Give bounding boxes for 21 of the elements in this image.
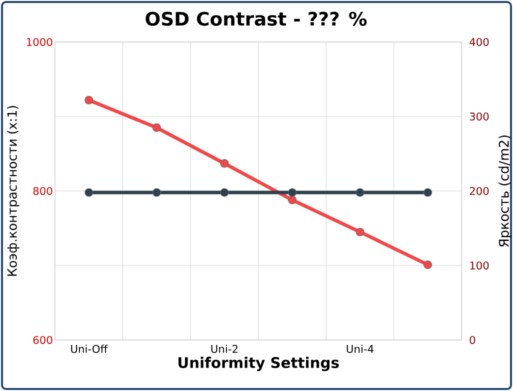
y2-tick-label: 200 (470, 186, 489, 196)
y-axis-title: Коэф.контрастности (x:1) (7, 106, 20, 276)
point (288, 196, 296, 204)
chart-title: OSD Contrast - ??? % (146, 12, 367, 26)
x-tick-label: Uni-4 (346, 344, 374, 353)
y2-tick-label: 300 (470, 112, 489, 121)
point (84, 96, 94, 104)
y-tick-label: 800 (33, 186, 52, 196)
x-axis-title: Uniformity Settings (178, 356, 339, 372)
y2-axis-title: Яркость (cd/m2) (498, 135, 512, 247)
y-tick-label: 600 (33, 336, 52, 344)
point (220, 159, 229, 168)
y2-tick-label: 0 (470, 336, 476, 344)
point (152, 123, 161, 132)
y2-tick-label: 100 (470, 261, 489, 270)
x-tick-label: Uni-2 (211, 344, 238, 353)
y-tick-label: 1000 (26, 38, 52, 46)
point (356, 228, 364, 236)
point (424, 260, 432, 270)
x-tick-label: Uni-Off (71, 344, 108, 353)
y2-tick-label: 400 (470, 38, 489, 46)
